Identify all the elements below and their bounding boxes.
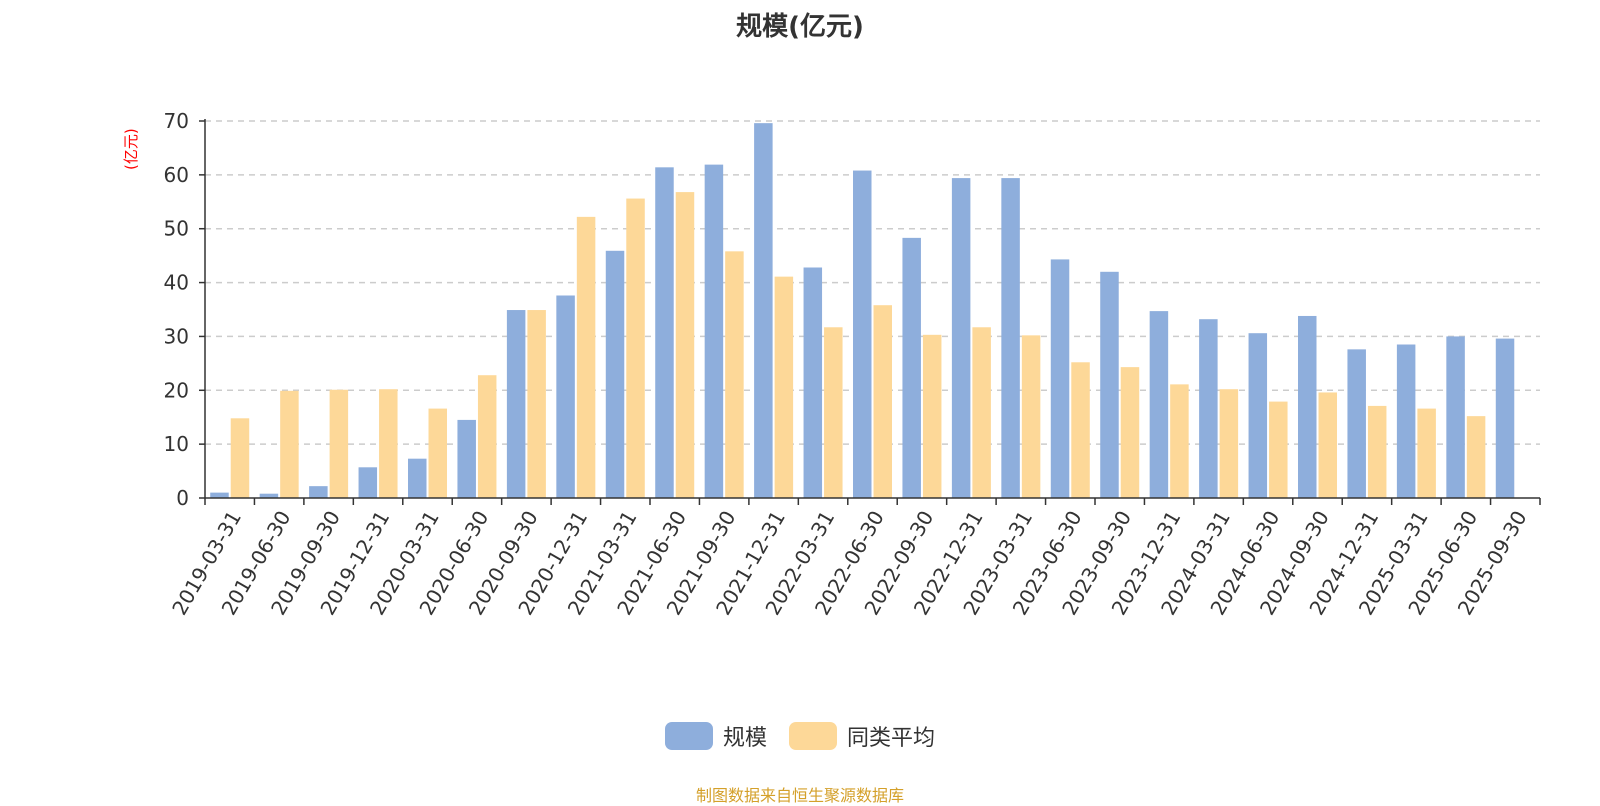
bar-peer-average [725,251,744,498]
bar-peer-average [972,327,991,498]
bar-scale [408,458,427,498]
bar-scale [704,164,724,499]
bar-scale [1495,338,1515,498]
y-tick-label: 50 [164,217,189,241]
y-tick-label: 20 [164,378,189,402]
bar-scale [1248,333,1268,498]
bar-peer-average [477,375,497,498]
y-tick-label: 70 [164,109,189,133]
bar-peer-average [329,389,349,498]
x-tick-labels: 2019-03-312019-06-302019-09-302019-12-31… [167,507,1531,620]
y-tick-label: 40 [164,271,189,295]
bars [210,123,1515,499]
bar-scale [457,419,476,498]
legend-item-peer-average[interactable]: 同类平均 [789,720,935,752]
bar-peer-average [873,305,892,498]
bar-scale [506,310,526,498]
bar-peer-average [230,418,250,498]
bar-scale [902,237,921,498]
y-tick-label: 60 [164,163,189,187]
bar-peer-average [1318,392,1337,498]
bar-scale [951,178,971,499]
bar-peer-average [576,216,596,498]
legend: 规模 同类平均 [0,720,1600,752]
bar-peer-average [1417,408,1436,498]
bar-peer-average [1170,384,1189,498]
bar-scale [556,295,575,498]
y-tick-label: 30 [164,324,189,348]
bar-chart: 0 10 20 30 40 50 60 70 2019-03-312019-06-302019… [164,109,1541,620]
bar-scale [1050,259,1070,498]
bar-scale [1446,336,1465,498]
bar-peer-average [626,198,645,498]
chart-title: 规模(亿元) [736,12,864,42]
bar-peer-average [1021,335,1041,498]
bar-peer-average [1269,401,1288,498]
axes [199,119,1541,505]
bar-peer-average [1120,367,1140,498]
bar-scale [309,486,328,498]
legend-swatch-peer-average [789,722,837,750]
bar-peer-average [774,276,794,498]
bar-scale [1298,315,1317,498]
bar-scale [1100,271,1119,498]
bar-peer-average [675,192,695,498]
y-tick-label: 10 [164,432,189,456]
y-tick-labels: 0 10 20 30 40 50 60 70 [164,109,189,510]
bar-scale [1396,344,1416,498]
bar-peer-average [280,390,299,498]
y-tick-label: 0 [176,486,189,510]
bar-scale [1347,349,1366,498]
bar-peer-average [428,408,447,498]
bar-scale [853,170,872,498]
bar-peer-average [527,310,546,498]
bar-peer-average [1071,362,1090,498]
bar-scale [1149,311,1169,498]
bar-peer-average [1466,416,1486,498]
bar-scale [358,467,378,498]
bar-scale [803,267,823,498]
bar-scale [1001,178,1020,499]
bar-scale [1199,319,1218,498]
bar-peer-average [379,389,398,498]
bar-scale [210,492,229,498]
data-source-note: 制图数据来自恒生聚源数据库 [695,786,904,805]
grid-lines [205,120,1540,445]
bar-peer-average [824,327,843,498]
bar-scale [655,167,674,498]
bar-peer-average [922,334,942,498]
bar-scale [605,250,625,498]
legend-label-peer-average: 同类平均 [847,726,936,751]
legend-label-scale: 规模 [722,726,767,751]
bar-scale [754,123,773,498]
legend-item-scale[interactable]: 规模 [664,720,767,752]
bar-peer-average [1219,389,1239,498]
bar-peer-average [1367,405,1387,498]
bar-scale [259,493,279,498]
legend-swatch-scale [664,722,713,750]
